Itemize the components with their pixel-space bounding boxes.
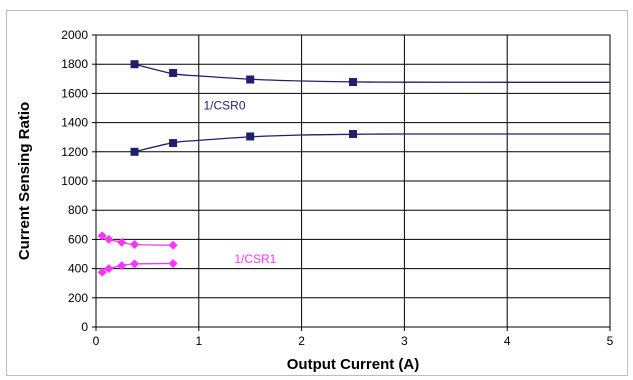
- gridlines: [92, 34, 611, 331]
- y-tick-label: 2000: [61, 28, 88, 42]
- current-sensing-ratio-chart: 0 1 2 3 4 5 0 200 400 600 800 1000 1200 1400 1600 1800…: [16, 28, 614, 373]
- x-tick-label: 3: [401, 334, 408, 348]
- csr1-lower-diamond-marker: [130, 259, 140, 269]
- csr1-lower-diamond-marker: [168, 258, 178, 268]
- csr1-upper-diamond-marker: [117, 237, 127, 247]
- y-tick-label: 1800: [61, 57, 88, 71]
- x-tick-labels: 0 1 2 3 4 5: [93, 334, 614, 348]
- csr1-upper-diamond-marker: [168, 240, 178, 250]
- chart-frame: 0 1 2 3 4 5 0 200 400 600 800 1000 1200 1400 1600 1800…: [6, 10, 628, 376]
- csr1-upper-diamond-marker: [104, 234, 114, 244]
- y-tick-label: 1600: [61, 86, 88, 100]
- y-tick-label: 200: [68, 291, 88, 305]
- annotation-label: 1/CSR1: [234, 252, 276, 266]
- y-tick-label: 1400: [61, 116, 88, 130]
- y-tick-label: 1000: [61, 174, 88, 188]
- csr0-lower-curve: [134, 133, 610, 153]
- y-tick-label: 600: [68, 232, 88, 246]
- csr0-upper-square-marker: [130, 60, 139, 69]
- x-tick-label: 2: [298, 334, 305, 348]
- y-axis-title: Current Sensing Ratio: [16, 102, 33, 260]
- annotation-label: 1/CSR0: [203, 98, 245, 112]
- y-tick-label: 0: [81, 320, 88, 334]
- csr0-lower-square-marker: [349, 129, 357, 138]
- csr0-lower-square-marker: [130, 147, 139, 156]
- x-tick-label: 0: [93, 334, 100, 348]
- csr1-lower-diamond-marker: [104, 264, 114, 274]
- y-tick-label: 1200: [61, 145, 88, 159]
- x-tick-label: 5: [607, 334, 614, 348]
- csr0-lower-square-marker: [246, 132, 255, 141]
- annotations: 1/CSR0 1/CSR1: [203, 98, 276, 265]
- y-tick-label: 800: [68, 203, 88, 217]
- x-axis-title: Output Current (A): [287, 356, 419, 373]
- csr0-lower-square-marker: [169, 139, 178, 148]
- csr0-upper-square-marker: [169, 68, 178, 77]
- x-tick-label: 1: [195, 334, 202, 348]
- csr1-lower-diamond-marker: [97, 267, 107, 277]
- csr0-upper-curve: [134, 63, 610, 83]
- y-tick-label: 400: [68, 262, 88, 276]
- csr1-upper-diamond-marker: [97, 231, 107, 241]
- csr0-upper-square-marker: [246, 75, 255, 84]
- data-markers: [97, 60, 357, 277]
- csr1-lower-diamond-marker: [117, 261, 127, 271]
- csr1-upper-diamond-marker: [130, 240, 140, 250]
- y-tick-labels: 0 200 400 600 800 1000 1200 1400 1600 1800 2000: [61, 28, 88, 334]
- x-tick-label: 4: [504, 334, 511, 348]
- csr0-upper-square-marker: [349, 78, 357, 87]
